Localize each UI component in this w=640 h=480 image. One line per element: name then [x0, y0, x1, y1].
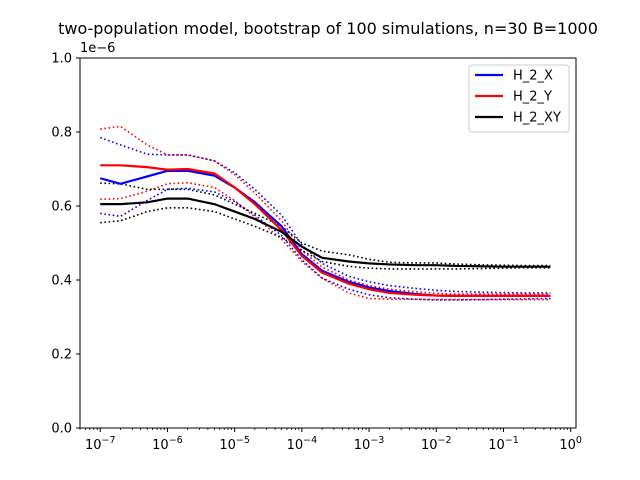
- legend-label-h-2-x: H_2_X: [513, 69, 553, 84]
- x-tick-label: 10−5: [219, 435, 250, 453]
- x-tick-label: 10−3: [354, 435, 385, 453]
- legend-box: [468, 64, 570, 133]
- legend: H_2_X H_2_Y H_2_XY: [468, 64, 570, 133]
- y-tick-label: 0.0: [51, 422, 72, 437]
- x-tick-label: 10−6: [152, 435, 183, 453]
- y-tick-label: 0.2: [51, 348, 72, 363]
- y-tick-label: 1.0: [51, 52, 72, 67]
- series-h-2-xy-lower-bound: [100, 207, 551, 270]
- y-axis: 0.0 0.2 0.4 0.6 0.8 1.0: [51, 52, 80, 437]
- chart-title: two-population model, bootstrap of 100 s…: [58, 19, 598, 38]
- y-offset-label: 1e−6: [80, 41, 115, 56]
- series-h-2-y-line: [100, 164, 551, 298]
- series-h-2-x-upper-bound: [99, 136, 551, 294]
- x-tick-label: 10−4: [287, 435, 318, 453]
- x-axis: 10−7 10−6 10−5 10−4 10−3 10−2 10−1 100: [79, 428, 582, 453]
- series-layer: [99, 125, 551, 301]
- x-tick-label: 10−7: [85, 435, 116, 453]
- y-tick-label: 0.4: [51, 274, 72, 289]
- plot-frame: [79, 57, 577, 429]
- y-tick-label: 0.6: [51, 200, 72, 215]
- legend-label-h-2-xy: H_2_XY: [513, 111, 561, 126]
- x-tick-label: 10−1: [488, 435, 519, 453]
- x-tick-label: 100: [559, 435, 582, 453]
- series-h-2-y-upper-bound: [100, 125, 551, 295]
- x-tick-label: 10−2: [421, 435, 452, 453]
- series-h-2-y-lower-bound: [100, 181, 551, 301]
- series-h-2-x-lower-bound: [100, 187, 551, 301]
- series-h-2-xy-line: [100, 197, 551, 268]
- series-h-2-xy-upper-bound: [100, 182, 551, 267]
- legend-label-h-2-y: H_2_Y: [513, 90, 552, 105]
- y-tick-label: 0.8: [51, 126, 72, 141]
